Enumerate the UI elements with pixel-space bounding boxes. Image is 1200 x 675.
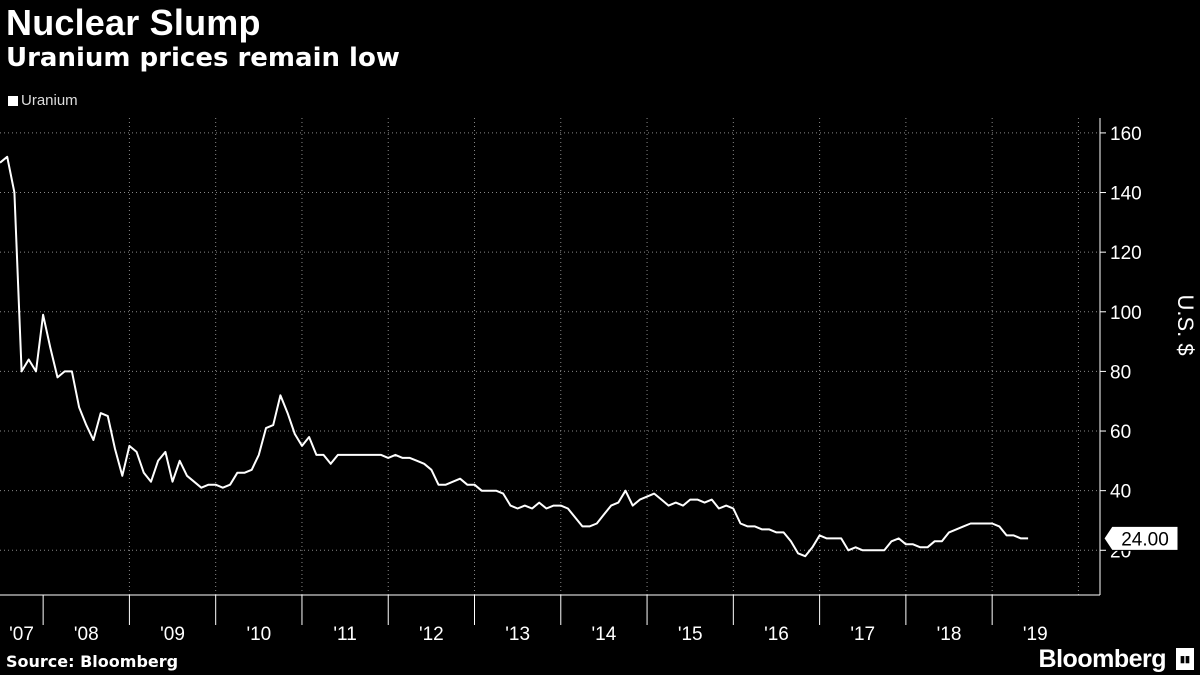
x-tick-label: '18 [937, 624, 962, 645]
grid-lines [0, 118, 1100, 595]
x-tick-label: '14 [592, 624, 617, 645]
x-tick-label: '12 [419, 624, 444, 645]
legend-swatch [8, 95, 18, 106]
x-tick-label: '10 [246, 624, 271, 645]
chart-title: Nuclear Slump [6, 2, 261, 43]
x-tick-label: '15 [678, 624, 703, 645]
x-tick-label: '17 [850, 624, 875, 645]
x-tick-label: '08 [74, 624, 99, 645]
x-tick-label: '13 [505, 624, 530, 645]
chart-subtitle: Uranium prices remain low [6, 43, 400, 73]
y-tick-label: 60 [1110, 422, 1131, 443]
x-tick-label: '11 [333, 624, 356, 645]
legend: Uranium [8, 92, 78, 109]
last-value-label: 24.00 [1121, 529, 1169, 550]
y-axis-title: U.S. $ [1173, 294, 1198, 355]
x-axis: '07 '08 '09 '10 '11 '12 '13 '14 '15 '16 '17 '18 '19 [0, 594, 1100, 645]
y-tick-label: 120 [1110, 243, 1142, 264]
x-tick-label: '09 [160, 624, 185, 645]
x-tick-label: '16 [764, 624, 789, 645]
last-value-badge [1103, 525, 1179, 551]
y-tick-label: 140 [1110, 184, 1142, 205]
legend-label: Uranium [21, 92, 78, 109]
x-tick-label: '07 [9, 624, 34, 645]
x-tick-label: '19 [1023, 624, 1048, 645]
last-value-label-group: 24.00 [1103, 525, 1179, 551]
y-tick-label: 100 [1110, 303, 1142, 324]
series-layer [0, 155, 1029, 558]
y-tick-label: 40 [1110, 482, 1131, 503]
source-note: Source: Bloomberg [6, 652, 179, 671]
y-tick-label: 160 [1110, 124, 1142, 145]
y-tick-label: 80 [1110, 362, 1131, 383]
bloomberg-logo: Bloomberg [1038, 645, 1167, 673]
chart-icon: ▮▮ [1176, 648, 1194, 670]
series-line-uranium [0, 155, 1029, 558]
